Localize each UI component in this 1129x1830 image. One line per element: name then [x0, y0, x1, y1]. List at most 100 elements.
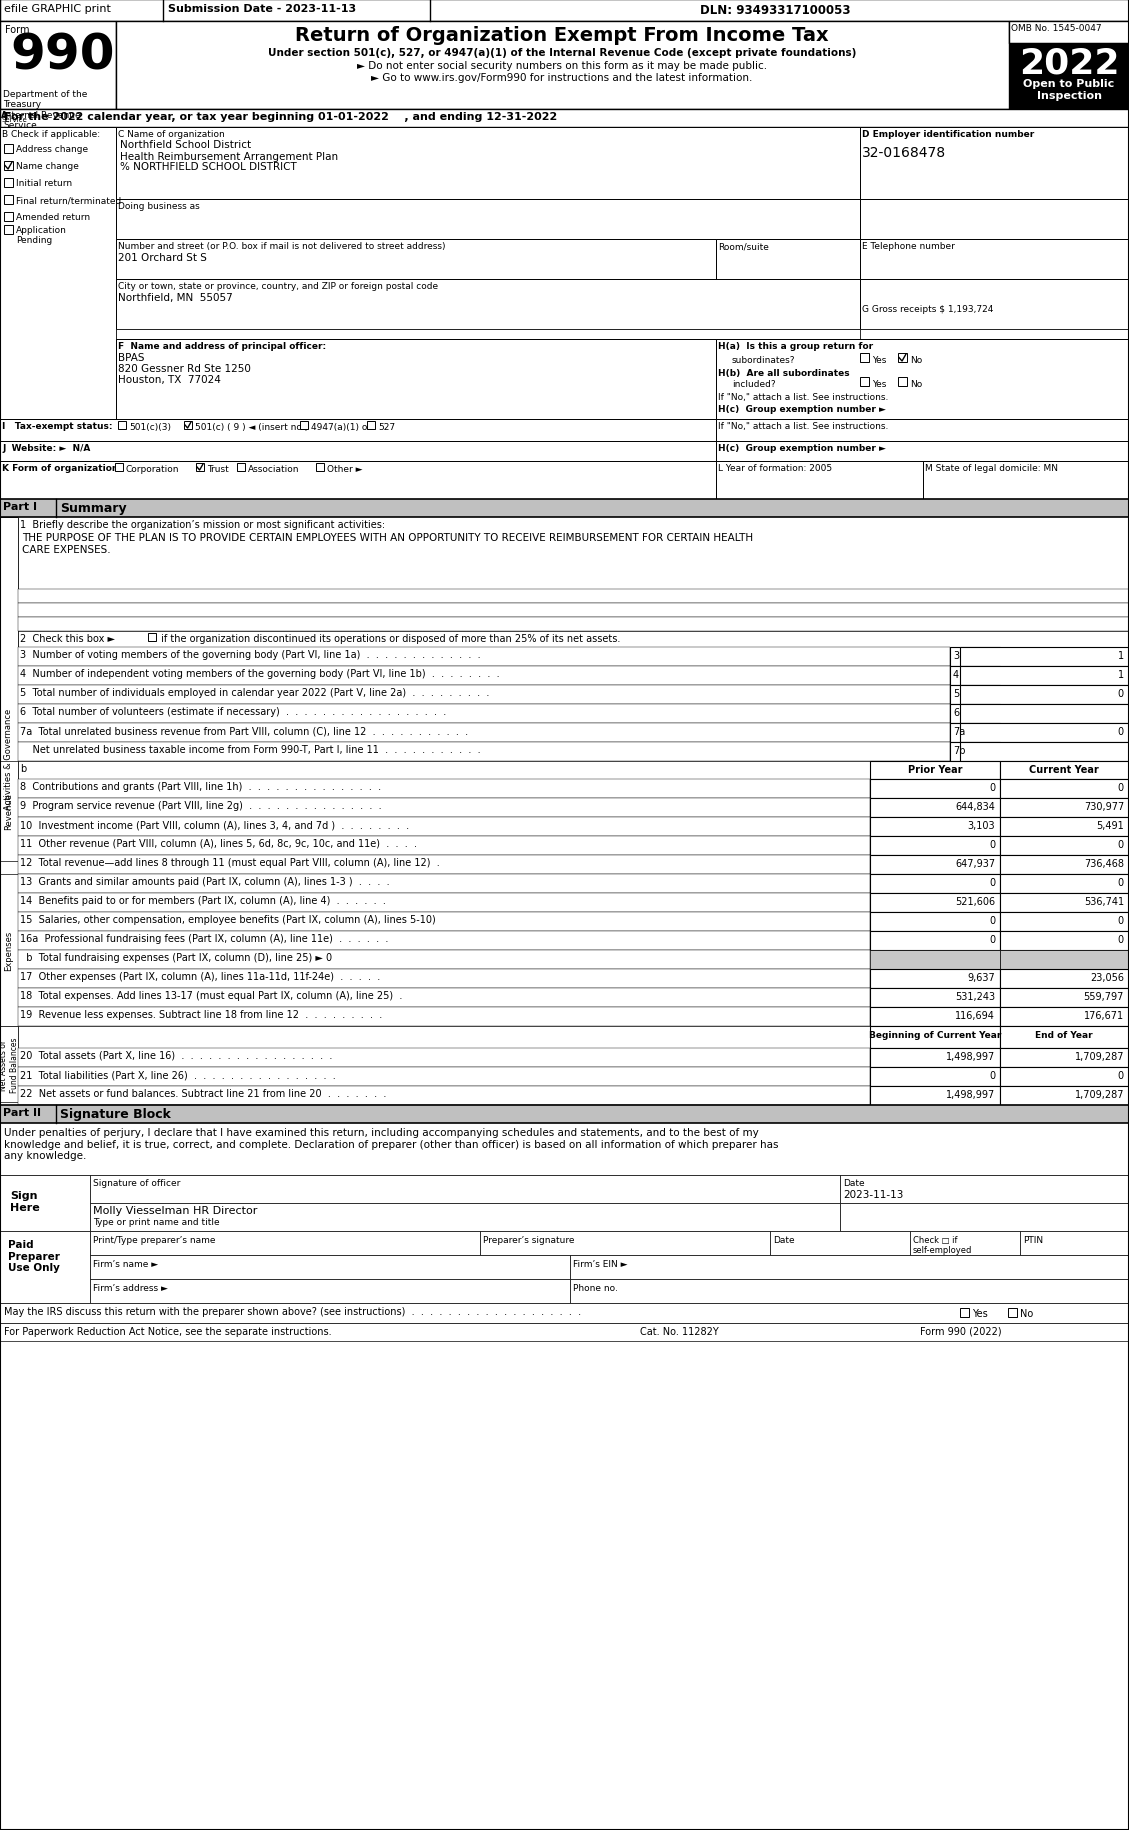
Bar	[870, 1008, 1000, 1027]
Text: Molly Viesselman HR Director: Molly Viesselman HR Director	[93, 1206, 257, 1215]
Bar	[870, 913, 1000, 931]
Text: 23,056: 23,056	[1089, 972, 1124, 983]
Text: 18  Total expenses. Add lines 13-17 (must equal Part IX, column (A), line 25)  .: 18 Total expenses. Add lines 13-17 (must…	[20, 990, 402, 1001]
Text: Open to Public
Inspection: Open to Public Inspection	[1023, 79, 1114, 101]
Text: Trust: Trust	[207, 465, 229, 474]
Bar	[90, 1279, 570, 1303]
Text: Prior Year: Prior Year	[908, 765, 962, 774]
Text: Firm’s EIN ►: Firm’s EIN ►	[574, 1259, 628, 1268]
Bar	[770, 1232, 910, 1255]
Text: Sign
Here: Sign Here	[10, 1190, 40, 1211]
Bar	[716, 461, 924, 500]
Bar	[0, 1027, 18, 1102]
Bar	[18, 780, 870, 798]
Text: H(c)  Group exemption number ►: H(c) Group exemption number ►	[718, 443, 886, 452]
Text: D Employer identification number: D Employer identification number	[863, 130, 1034, 139]
Text: 32-0168478: 32-0168478	[863, 146, 946, 159]
Bar	[949, 705, 1000, 723]
Bar	[860, 329, 1129, 340]
Text: Northfield School District: Northfield School District	[120, 139, 251, 150]
Text: Association: Association	[248, 465, 299, 474]
Text: Yes: Yes	[972, 1308, 988, 1318]
Text: 2022: 2022	[1018, 46, 1119, 81]
Bar	[18, 723, 949, 743]
Text: J  Website: ►  N/A: J Website: ► N/A	[2, 443, 90, 452]
Bar	[860, 280, 1129, 329]
Bar	[18, 798, 870, 818]
Bar	[316, 463, 324, 472]
Text: M State of legal domicile: MN: M State of legal domicile: MN	[925, 463, 1058, 472]
Text: 0: 0	[989, 1071, 995, 1080]
Bar	[1000, 836, 1129, 856]
Bar	[367, 421, 375, 430]
Bar	[90, 1232, 480, 1255]
Text: B Check if applicable:: B Check if applicable:	[2, 130, 100, 139]
Bar	[90, 1204, 840, 1232]
Bar	[870, 970, 1000, 988]
Bar	[0, 441, 716, 461]
Text: 1,498,997: 1,498,997	[946, 1089, 995, 1100]
Bar	[0, 419, 716, 441]
Text: OMB No. 1545-0047: OMB No. 1545-0047	[1010, 24, 1102, 33]
Text: 5,491: 5,491	[1096, 820, 1124, 831]
Text: 6: 6	[953, 708, 960, 717]
Text: 527: 527	[378, 423, 395, 432]
Text: 521,606: 521,606	[955, 897, 995, 906]
Text: b  Total fundraising expenses (Part IX, column (D), line 25) ► 0: b Total fundraising expenses (Part IX, c…	[20, 952, 332, 963]
Bar	[119, 421, 126, 430]
Bar	[1000, 875, 1129, 893]
Bar	[116, 340, 716, 419]
Text: Phone no.: Phone no.	[574, 1283, 618, 1292]
Text: 14  Benefits paid to or for members (Part IX, column (A), line 4)  .  .  .  .  .: 14 Benefits paid to or for members (Part…	[20, 895, 386, 906]
Text: Current Year: Current Year	[1030, 765, 1099, 774]
Text: 1,709,287: 1,709,287	[1075, 1089, 1124, 1100]
Text: G Gross receipts $ 1,193,724: G Gross receipts $ 1,193,724	[863, 306, 994, 313]
Text: Signature Block: Signature Block	[60, 1107, 170, 1120]
Text: 0: 0	[989, 935, 995, 944]
Bar	[570, 1255, 1129, 1279]
Bar	[18, 1027, 870, 1049]
Bar	[716, 240, 860, 280]
Text: Houston, TX  77024: Houston, TX 77024	[119, 375, 221, 384]
Text: If "No," attach a list. See instructions.: If "No," attach a list. See instructions…	[718, 393, 889, 403]
Text: Name change: Name change	[16, 161, 79, 170]
Text: % NORTHFIELD SCHOOL DISTRICT: % NORTHFIELD SCHOOL DISTRICT	[120, 161, 297, 172]
Text: 501(c)(3): 501(c)(3)	[129, 423, 170, 432]
Text: Submission Date - 2023-11-13: Submission Date - 2023-11-13	[168, 4, 356, 15]
Text: 6  Total number of volunteers (estimate if necessary)  .  .  .  .  .  .  .  .  .: 6 Total number of volunteers (estimate i…	[20, 706, 446, 717]
Bar	[870, 893, 1000, 913]
Text: Initial return: Initial return	[16, 179, 72, 188]
Bar	[949, 743, 1000, 761]
Text: Under penalties of perjury, I declare that I have examined this return, includin: Under penalties of perjury, I declare th…	[5, 1127, 779, 1160]
Bar	[860, 128, 1129, 199]
Bar	[116, 199, 860, 240]
Text: 7a  Total unrelated business revenue from Part VIII, column (C), line 12  .  .  : 7a Total unrelated business revenue from…	[20, 727, 469, 736]
Bar	[5, 212, 14, 221]
Bar	[18, 1008, 870, 1027]
Text: 2  Check this box ►: 2 Check this box ►	[20, 633, 115, 644]
Bar	[960, 723, 1129, 743]
Bar	[1019, 1232, 1129, 1255]
Text: Date: Date	[773, 1235, 795, 1244]
Bar	[716, 441, 1129, 461]
Text: 1: 1	[1118, 670, 1124, 679]
Text: Final return/terminated: Final return/terminated	[16, 196, 121, 205]
Text: 176,671: 176,671	[1084, 1010, 1124, 1021]
Text: included?: included?	[732, 381, 776, 388]
Bar	[860, 377, 869, 386]
Text: 0: 0	[989, 840, 995, 849]
Text: For the 2022 calendar year, or tax year beginning 01-01-2022    , and ending 12-: For the 2022 calendar year, or tax year …	[5, 112, 558, 123]
Text: 20  Total assets (Part X, line 16)  .  .  .  .  .  .  .  .  .  .  .  .  .  .  . : 20 Total assets (Part X, line 16) . . . …	[20, 1050, 332, 1060]
Bar	[870, 798, 1000, 818]
Text: 9  Program service revenue (Part VIII, line 2g)  .  .  .  .  .  .  .  .  .  .  .: 9 Program service revenue (Part VIII, li…	[20, 800, 382, 811]
Bar	[184, 421, 192, 430]
Bar	[870, 1087, 1000, 1105]
Text: City or town, state or province, country, and ZIP or foreign postal code: City or town, state or province, country…	[119, 282, 438, 291]
Text: H(c)  Group exemption number ►: H(c) Group exemption number ►	[718, 404, 886, 414]
Bar	[840, 1204, 1129, 1232]
Text: 4: 4	[953, 670, 960, 679]
Text: Health Reimbursement Arrangement Plan: Health Reimbursement Arrangement Plan	[120, 152, 338, 161]
Bar	[18, 648, 949, 666]
Text: 5  Total number of individuals employed in calendar year 2022 (Part V, line 2a) : 5 Total number of individuals employed i…	[20, 688, 489, 697]
Bar	[18, 913, 870, 931]
